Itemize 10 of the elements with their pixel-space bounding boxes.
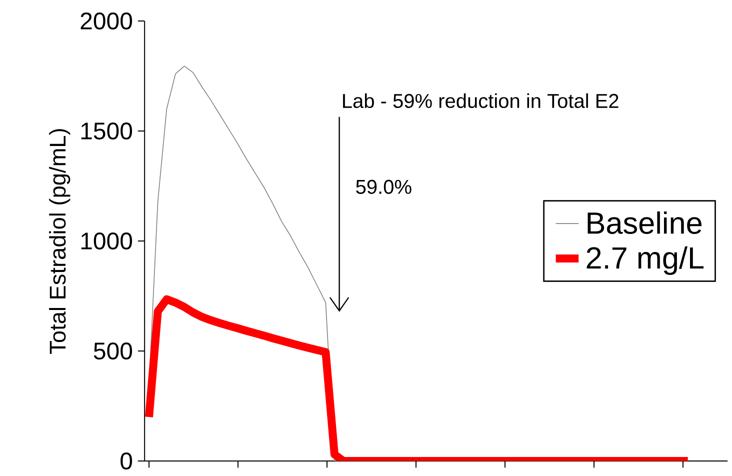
legend-label: 2.7 mg/L [586, 246, 704, 275]
y-tick-label: 1500 [81, 122, 132, 140]
annotation: Lab - 59% reduction in Total E2 [343, 93, 618, 108]
y-axis-title: Total Estradiol (pg/mL) [49, 129, 70, 354]
y-tick-label: 0 [120, 452, 132, 470]
y-tick-label: 2000 [80, 12, 132, 30]
y-tick-label: 1000 [81, 232, 132, 250]
annotation: 59.0% [356, 180, 412, 194]
y-tick-label: 500 [94, 342, 132, 360]
legend-label: Baseline [588, 211, 702, 234]
